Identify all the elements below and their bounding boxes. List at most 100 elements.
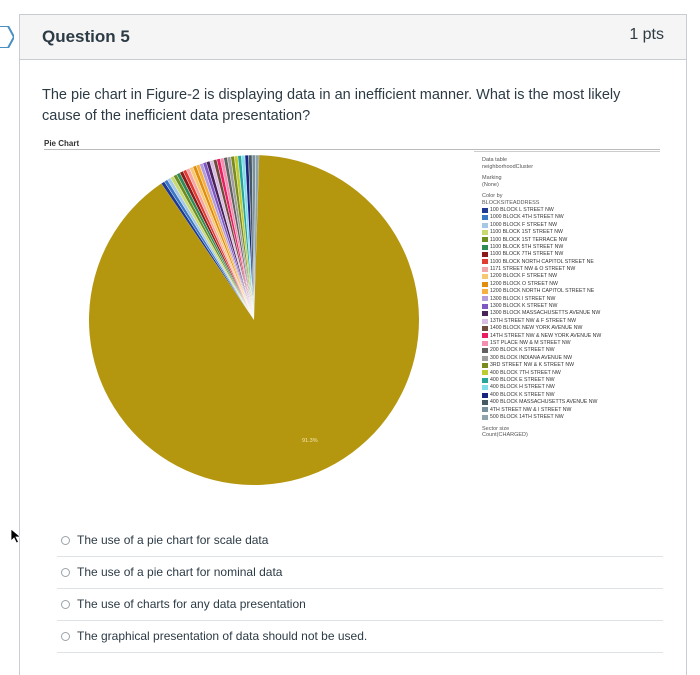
answer-radio[interactable]: [61, 568, 70, 577]
legend-swatch: [482, 215, 488, 221]
legend-label: 14TH STREET NW & NEW YORK AVENUE NW: [490, 332, 602, 339]
answer-label[interactable]: The graphical presentation of data shoul…: [77, 629, 368, 643]
legend-item: 1100 BLOCK NORTH CAPITOL STREET NE: [482, 258, 660, 265]
legend-item: 1400 BLOCK NEW YORK AVENUE NW: [482, 325, 660, 332]
legend-label: 400 BLOCK K STREET NW: [490, 391, 555, 398]
answer-option[interactable]: The use of a pie chart for scale data: [57, 525, 663, 557]
answer-label[interactable]: The use of a pie chart for scale data: [77, 533, 269, 547]
legend-item: 300 BLOCK INDIANA AVENUE NW: [482, 354, 660, 361]
legend-item: 4TH STREET NW & I STREET NW: [482, 406, 660, 413]
legend-swatch: [482, 266, 488, 272]
legend-swatch: [482, 289, 488, 295]
legend-swatch: [482, 326, 488, 331]
legend-data-table-value: neighborhoodCluster: [482, 163, 534, 170]
legend-swatch: [482, 259, 488, 265]
legend-item: 400 BLOCK E STREET NW: [482, 377, 660, 384]
legend-label: 1200 BLOCK NORTH CAPITOL STREET NE: [490, 288, 595, 295]
legend-swatch: [482, 207, 488, 213]
answer-options: The use of a pie chart for scale data Th…: [57, 525, 663, 653]
legend-item: 1000 BLOCK 4TH STREET NW: [482, 214, 660, 221]
legend-swatch: [482, 311, 488, 317]
legend-label: 1100 BLOCK 7TH STREET NW: [490, 251, 564, 258]
legend-swatch: [482, 274, 488, 280]
legend-label: 300 BLOCK INDIANA AVENUE NW: [490, 354, 573, 361]
legend-swatch: [482, 392, 488, 398]
legend-item: 13TH STREET NW & F STREET NW: [482, 317, 660, 324]
legend-swatch: [482, 303, 488, 309]
mouse-cursor-icon: [10, 528, 22, 544]
legend-item: 1171 STREET NW & O STREET NW: [482, 266, 660, 273]
answer-option[interactable]: The use of a pie chart for nominal data: [57, 557, 663, 589]
legend-label: 1100 BLOCK 1ST TERRACE NW: [490, 236, 568, 243]
legend-label: 400 BLOCK H STREET NW: [490, 384, 555, 391]
legend-item: 3RD STREET NW & K STREET NW: [482, 362, 660, 369]
legend-items: 100 BLOCK L STREET NW 1000 BLOCK 4TH STRE…: [482, 207, 660, 421]
pie-slice: [88, 155, 420, 486]
pie-slice-label: 91.3%: [302, 438, 318, 444]
legend-item: 1100 BLOCK 1ST STREET NW: [482, 229, 660, 236]
legend-label: 400 BLOCK MASSACHUSETTS AVENUE NW: [490, 399, 598, 406]
legend-item: 500 BLOCK 14TH STREET NW: [482, 414, 660, 421]
legend-item: 1300 BLOCK K STREET NW: [482, 303, 660, 310]
pie-chart-figure: Pie Chart 91.3% Data table neighborhoodC…: [44, 139, 660, 491]
legend-item: 400 BLOCK H STREET NW: [482, 384, 660, 391]
legend-label: 1300 BLOCK K STREET NW: [490, 303, 558, 310]
legend-item: 1300 BLOCK I STREET NW: [482, 295, 660, 302]
legend-swatch: [482, 244, 488, 250]
legend-label: 1000 BLOCK 4TH STREET NW: [490, 214, 564, 221]
question-title: Question 5: [42, 27, 130, 46]
figure-divider: [44, 149, 660, 150]
answer-label[interactable]: The use of a pie chart for nominal data: [77, 565, 283, 579]
legend-item: 400 BLOCK K STREET NW: [482, 391, 660, 398]
question-text: The pie chart in Figure-2 is displaying …: [42, 87, 621, 124]
legend-marking-value: (None): [482, 181, 499, 188]
answer-label[interactable]: The use of charts for any data presentat…: [77, 597, 306, 611]
legend-color-by-label: Color by: [482, 193, 503, 200]
pie-slice: [253, 155, 260, 321]
legend-label: 1100 BLOCK 5TH STREET NW: [490, 243, 564, 250]
legend-label: 1300 BLOCK MASSACHUSETTS AVENUE NW: [490, 310, 601, 317]
legend-swatch: [482, 340, 488, 346]
answer-option[interactable]: The use of charts for any data presentat…: [57, 589, 663, 621]
legend-label: 1171 STREET NW & O STREET NW: [490, 266, 576, 273]
legend-swatch: [482, 348, 488, 354]
question-header: Question 5 1 pts: [20, 15, 686, 60]
legend-label: 4TH STREET NW & I STREET NW: [490, 406, 572, 413]
legend-swatch: [482, 237, 488, 243]
legend-swatch: [482, 229, 488, 235]
question-card: Question 5 1 pts The pie chart in Figure…: [19, 14, 687, 675]
legend-swatch: [482, 318, 488, 324]
legend-label: 1100 BLOCK NORTH CAPITOL STREET NE: [490, 258, 594, 265]
legend-marking-label: Marking: [482, 175, 502, 182]
legend-swatch: [482, 362, 488, 368]
legend-swatch: [482, 222, 488, 228]
legend-label: 1400 BLOCK NEW YORK AVENUE NW: [490, 325, 583, 332]
legend-item: 1100 BLOCK 1ST TERRACE NW: [482, 236, 660, 243]
legend-label: 13TH STREET NW & F STREET NW: [490, 317, 576, 324]
answer-option[interactable]: The graphical presentation of data shoul…: [57, 621, 663, 653]
question-flag-icon: [0, 26, 14, 48]
legend-label: 1000 BLOCK F STREET NW: [490, 221, 558, 228]
legend-label: 400 BLOCK 7TH STREET NW: [490, 369, 561, 376]
legend-swatch: [482, 252, 488, 258]
legend-label: 1ST PLACE NW & M STREET NW: [490, 339, 571, 346]
answer-radio[interactable]: [61, 632, 70, 641]
question-points: 1 pts: [629, 26, 664, 43]
legend-item: 1ST PLACE NW & M STREET NW: [482, 340, 660, 347]
legend-label: 1200 BLOCK F STREET NW: [490, 273, 558, 280]
legend-swatch: [482, 407, 488, 413]
legend-label: 1200 BLOCK O STREET NW: [490, 280, 558, 287]
pie-chart: 91.3%: [88, 155, 420, 486]
legend-divider: [474, 151, 660, 152]
legend-item: 200 BLOCK K STREET NW: [482, 347, 660, 354]
answer-radio[interactable]: [61, 536, 70, 545]
legend-item: 1100 BLOCK 7TH STREET NW: [482, 251, 660, 258]
legend-item: 1300 BLOCK MASSACHUSETTS AVENUE NW: [482, 310, 660, 317]
legend-label: 1100 BLOCK 1ST STREET NW: [490, 229, 563, 236]
legend-item: 400 BLOCK 7TH STREET NW: [482, 369, 660, 376]
answer-radio[interactable]: [61, 600, 70, 609]
legend-swatch: [482, 377, 488, 383]
legend-label: 1300 BLOCK I STREET NW: [490, 295, 556, 302]
legend-item: 1200 BLOCK O STREET NW: [482, 280, 660, 287]
legend-color-by-value: BLOCKSITEADDRESS: [482, 199, 540, 206]
